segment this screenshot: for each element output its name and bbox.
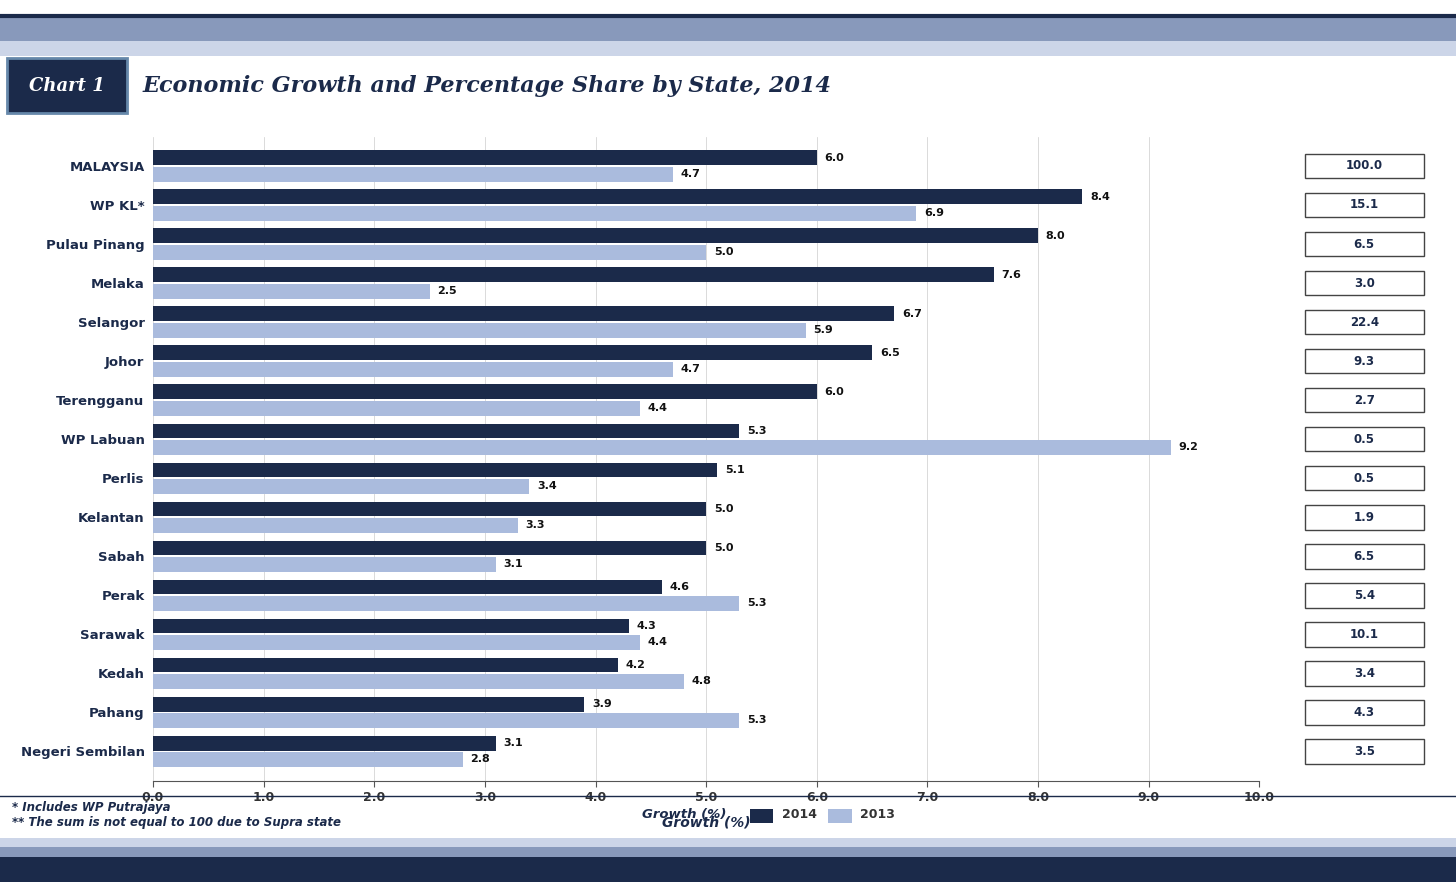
- Bar: [153, 752, 463, 767]
- Bar: [153, 618, 629, 633]
- Bar: [153, 401, 639, 415]
- Text: 5.9: 5.9: [814, 325, 833, 335]
- Text: 6.0: 6.0: [824, 153, 844, 163]
- Text: 5.3: 5.3: [747, 426, 767, 436]
- Text: 9.2: 9.2: [1179, 443, 1198, 452]
- Bar: [153, 462, 718, 477]
- Bar: [153, 697, 584, 712]
- Text: 5.1: 5.1: [725, 465, 744, 475]
- Text: 4.6: 4.6: [670, 582, 690, 592]
- Bar: [153, 736, 496, 751]
- Text: 2.5: 2.5: [437, 287, 457, 296]
- Text: 6.5: 6.5: [1354, 549, 1374, 563]
- Bar: [153, 440, 1171, 455]
- Text: 0.5: 0.5: [1354, 472, 1374, 484]
- Text: 6.7: 6.7: [903, 309, 922, 319]
- Bar: [153, 267, 994, 282]
- Text: 4.4: 4.4: [648, 403, 667, 414]
- Text: 10.1: 10.1: [1350, 628, 1379, 640]
- Text: 4.7: 4.7: [681, 364, 700, 374]
- Text: 3.0: 3.0: [1354, 277, 1374, 289]
- Text: 15.1: 15.1: [1350, 198, 1379, 212]
- Bar: [153, 150, 817, 165]
- Bar: [153, 228, 1038, 243]
- Text: 9.3: 9.3: [1354, 355, 1374, 368]
- Text: 3.1: 3.1: [504, 738, 523, 748]
- Text: 3.9: 3.9: [593, 699, 612, 709]
- Text: * Includes WP Putrajaya: * Includes WP Putrajaya: [12, 801, 170, 813]
- Text: 2013: 2013: [860, 809, 895, 821]
- Text: 5.0: 5.0: [713, 504, 734, 514]
- Bar: [153, 385, 817, 400]
- Text: 5.0: 5.0: [713, 247, 734, 258]
- Text: 6.5: 6.5: [1354, 237, 1374, 250]
- Text: 22.4: 22.4: [1350, 316, 1379, 329]
- Bar: [153, 635, 639, 650]
- Text: 5.3: 5.3: [747, 715, 767, 726]
- Bar: [153, 596, 740, 611]
- Text: 2014: 2014: [782, 809, 817, 821]
- Text: 1.9: 1.9: [1354, 511, 1374, 524]
- Text: 8.4: 8.4: [1091, 191, 1109, 202]
- Text: 6.0: 6.0: [824, 387, 844, 397]
- Text: 5.0: 5.0: [713, 543, 734, 553]
- Bar: [153, 245, 706, 259]
- Bar: [153, 206, 916, 220]
- Text: 2.7: 2.7: [1354, 393, 1374, 407]
- Bar: [153, 541, 706, 556]
- Bar: [153, 674, 684, 689]
- Text: 6.9: 6.9: [925, 208, 943, 218]
- Text: Economic Growth and Percentage Share by State, 2014: Economic Growth and Percentage Share by …: [143, 75, 831, 96]
- Bar: [153, 167, 673, 182]
- Text: 100.0: 100.0: [1345, 160, 1383, 173]
- Text: 3.4: 3.4: [1354, 667, 1374, 680]
- Text: 4.4: 4.4: [648, 638, 667, 647]
- Bar: [153, 658, 617, 672]
- Text: 4.2: 4.2: [626, 660, 645, 670]
- Text: 8.0: 8.0: [1045, 231, 1066, 241]
- Bar: [153, 346, 872, 361]
- Bar: [153, 306, 894, 321]
- Text: 4.8: 4.8: [692, 676, 712, 686]
- Text: ** The sum is not equal to 100 due to Supra state: ** The sum is not equal to 100 due to Su…: [12, 816, 341, 828]
- Text: 4.7: 4.7: [681, 169, 700, 179]
- Text: 5.3: 5.3: [747, 598, 767, 609]
- Text: 2.8: 2.8: [470, 754, 491, 765]
- Bar: [153, 479, 529, 494]
- Text: Growth (%): Growth (%): [642, 809, 727, 821]
- Bar: [153, 502, 706, 516]
- Text: Chart 1: Chart 1: [29, 77, 105, 94]
- Text: 3.5: 3.5: [1354, 744, 1374, 758]
- Bar: [153, 362, 673, 377]
- Bar: [153, 713, 740, 728]
- Bar: [153, 190, 1082, 205]
- X-axis label: Growth (%): Growth (%): [662, 815, 750, 829]
- Bar: [153, 579, 662, 594]
- Text: 4.3: 4.3: [1354, 706, 1374, 719]
- Bar: [153, 518, 518, 533]
- Text: 6.5: 6.5: [879, 348, 900, 358]
- Bar: [153, 323, 805, 338]
- Text: Percentage Share (%)**: Percentage Share (%)**: [1273, 78, 1430, 90]
- Bar: [153, 557, 496, 572]
- Text: 3.1: 3.1: [504, 559, 523, 570]
- Bar: [153, 423, 740, 438]
- Text: 3.4: 3.4: [537, 482, 556, 491]
- Text: 4.3: 4.3: [636, 621, 657, 631]
- Text: 0.5: 0.5: [1354, 433, 1374, 445]
- Bar: [153, 284, 430, 299]
- Text: 5.4: 5.4: [1354, 588, 1374, 602]
- Text: 7.6: 7.6: [1002, 270, 1022, 280]
- Text: 3.3: 3.3: [526, 520, 546, 530]
